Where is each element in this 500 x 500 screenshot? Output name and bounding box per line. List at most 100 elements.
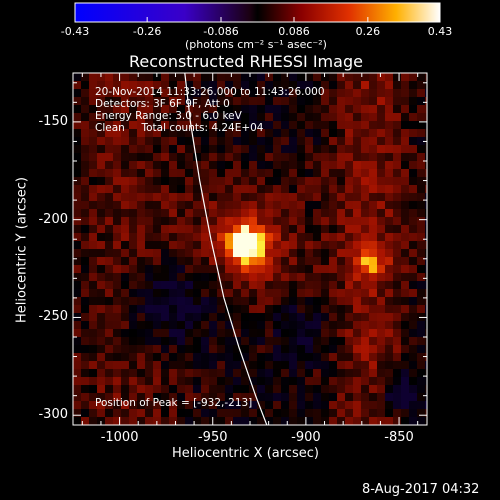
heatmap-cell — [377, 321, 385, 329]
heatmap-cell — [209, 233, 217, 241]
heatmap-cell — [121, 345, 129, 353]
heatmap-cell — [113, 217, 121, 225]
heatmap-cell — [105, 289, 113, 297]
heatmap-cell — [129, 73, 137, 81]
heatmap-cell — [257, 329, 265, 337]
heatmap-cell — [257, 97, 265, 105]
heatmap-cell — [81, 153, 89, 161]
heatmap-cell — [121, 313, 129, 321]
heatmap-cell — [201, 145, 209, 153]
heatmap-cell — [353, 233, 361, 241]
heatmap-cell — [113, 305, 121, 313]
heatmap-cell — [241, 105, 249, 113]
heatmap-cell — [137, 185, 145, 193]
heatmap-cell — [305, 169, 313, 177]
heatmap-cell — [97, 257, 105, 265]
heatmap-cell — [313, 153, 321, 161]
heatmap-cell — [145, 361, 153, 369]
heatmap-cell — [233, 233, 241, 241]
heatmap-cell — [377, 273, 385, 281]
heatmap-cell — [249, 265, 257, 273]
heatmap-cell — [257, 233, 265, 241]
heatmap-cell — [281, 185, 289, 193]
heatmap-cell — [377, 393, 385, 401]
heatmap-cell — [241, 241, 249, 249]
heatmap-cell — [217, 185, 225, 193]
heatmap-cell — [97, 361, 105, 369]
heatmap-cell — [249, 241, 257, 249]
heatmap-cell — [417, 337, 425, 345]
heatmap-cell — [385, 337, 393, 345]
heatmap-cell — [121, 289, 129, 297]
heatmap-cell — [105, 265, 113, 273]
heatmap-cell — [353, 249, 361, 257]
heatmap-cell — [201, 161, 209, 169]
heatmap-cell — [345, 417, 353, 425]
heatmap-cell — [81, 105, 89, 113]
heatmap-cell — [289, 257, 297, 265]
heatmap-cell — [369, 377, 377, 385]
heatmap-cell — [417, 201, 425, 209]
heatmap-cell — [169, 289, 177, 297]
heatmap-cell — [361, 401, 369, 409]
heatmap-cell — [361, 249, 369, 257]
heatmap-cell — [385, 409, 393, 417]
heatmap-cell — [385, 353, 393, 361]
heatmap-cell — [305, 361, 313, 369]
heatmap-cell — [401, 169, 409, 177]
heatmap-cell — [185, 401, 193, 409]
heatmap-cell — [361, 273, 369, 281]
heatmap-cell — [353, 121, 361, 129]
heatmap-cell — [209, 177, 217, 185]
heatmap-cell — [273, 321, 281, 329]
heatmap-cell — [233, 361, 241, 369]
heatmap-cell — [281, 401, 289, 409]
heatmap-cell — [161, 377, 169, 385]
heatmap-cell — [417, 129, 425, 137]
heatmap-cell — [225, 289, 233, 297]
heatmap-cell — [385, 201, 393, 209]
heatmap-cell — [289, 297, 297, 305]
heatmap-cell — [169, 393, 177, 401]
heatmap-cell — [177, 313, 185, 321]
heatmap-cell — [89, 409, 97, 417]
heatmap-cell — [361, 145, 369, 153]
heatmap-cell — [305, 345, 313, 353]
heatmap-cell — [137, 81, 145, 89]
heatmap-cell — [409, 385, 417, 393]
heatmap-cell — [393, 369, 401, 377]
heatmap-cell — [89, 273, 97, 281]
colorbar-ticks — [74, 17, 441, 22]
heatmap-cell — [201, 281, 209, 289]
heatmap-cell — [321, 81, 329, 89]
heatmap-cell — [145, 121, 153, 129]
heatmap-cell — [145, 153, 153, 161]
heatmap-cell — [281, 377, 289, 385]
heatmap-cell — [377, 257, 385, 265]
heatmap-cell — [369, 257, 377, 265]
heatmap-cell — [145, 209, 153, 217]
heatmap-cell — [129, 89, 137, 97]
heatmap-cell — [393, 417, 401, 425]
heatmap-cell — [297, 89, 305, 97]
heatmap-cell — [217, 393, 225, 401]
heatmap-cell — [297, 209, 305, 217]
heatmap-cell — [385, 81, 393, 89]
heatmap-cell — [289, 241, 297, 249]
heatmap-cell — [425, 73, 427, 81]
heatmap-cell — [225, 89, 233, 97]
heatmap-cell — [329, 345, 337, 353]
heatmap-cell — [129, 185, 137, 193]
heatmap-cell — [257, 273, 265, 281]
heatmap-cell — [289, 121, 297, 129]
heatmap-cell — [401, 185, 409, 193]
heatmap-cell — [281, 105, 289, 113]
heatmap-cell — [281, 353, 289, 361]
heatmap-cell — [113, 233, 121, 241]
heatmap-cell — [153, 209, 161, 217]
heatmap-cell — [145, 281, 153, 289]
heatmap-cell — [193, 209, 201, 217]
heatmap-cell — [305, 329, 313, 337]
heatmap-cell — [241, 185, 249, 193]
heatmap-cell — [385, 185, 393, 193]
